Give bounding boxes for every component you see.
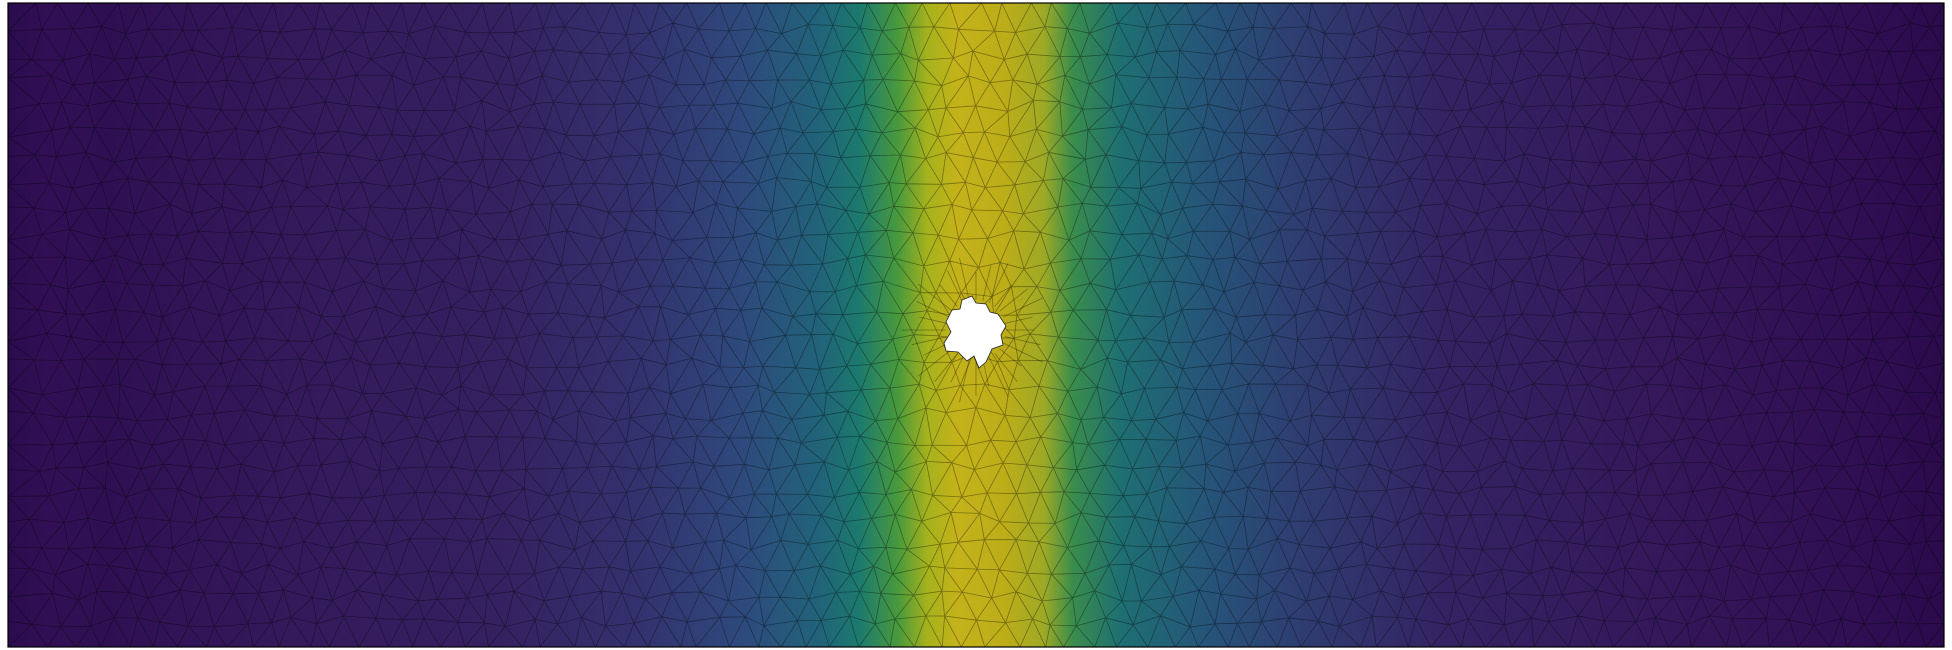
hole-refinement-edges — [902, 257, 1043, 403]
domain-frame — [7, 2, 1945, 648]
domain — [7, 2, 1945, 648]
mesh-edges — [8, 3, 1944, 647]
triangle-mesh — [8, 3, 1944, 647]
central-hole — [943, 295, 1007, 369]
